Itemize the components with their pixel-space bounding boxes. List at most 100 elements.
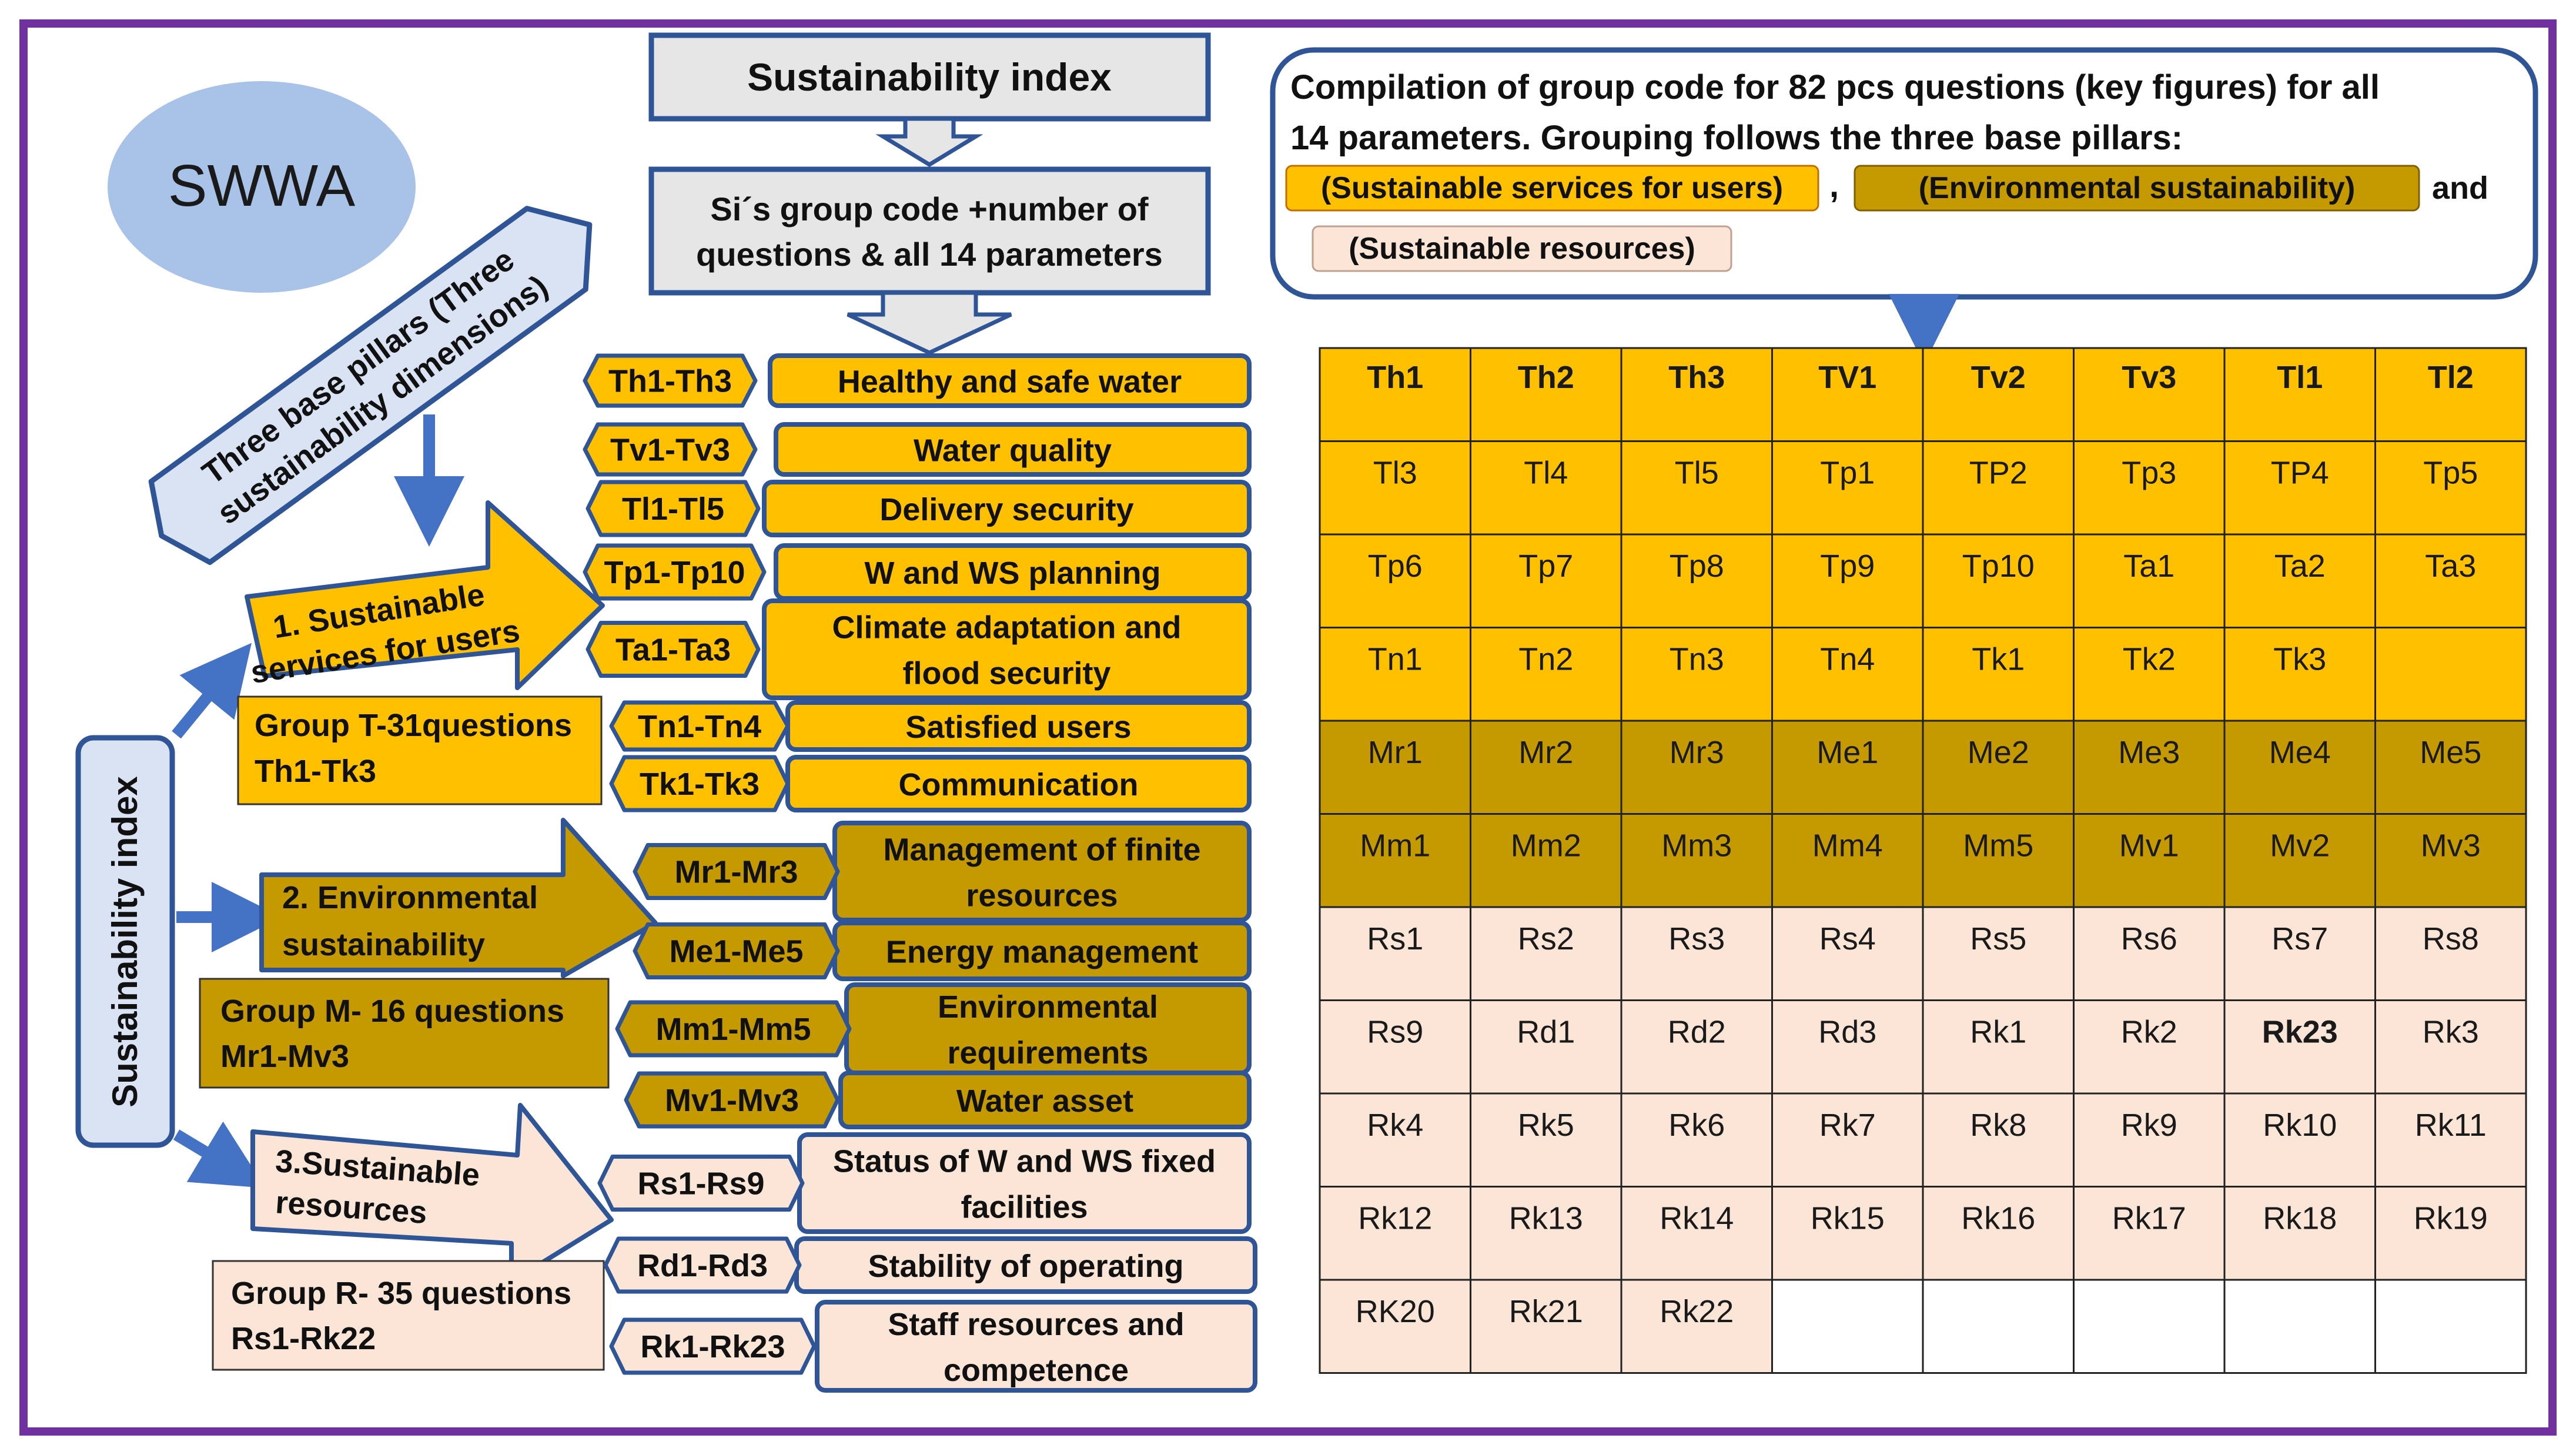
pillar-1-group-box: Group T-31questions Th1-Tk3	[237, 695, 603, 805]
parameter-code: Mm1-Mm5	[655, 1012, 811, 1047]
table-cell-text: TP4	[2271, 456, 2329, 491]
table-cell	[1771, 1279, 1924, 1374]
svg-text:Compilation of group code: Compilation of group code for 82 pcs que…	[1290, 68, 2380, 106]
table-cell	[1922, 813, 2075, 908]
table-cell	[2374, 906, 2527, 1001]
table-cell-text: Mv1	[2119, 828, 2179, 864]
table-cell	[1620, 627, 1773, 722]
table-cell-text: Ta3	[2425, 548, 2476, 584]
table-cell	[2073, 347, 2226, 442]
table-cell-text: Tp5	[2423, 456, 2478, 491]
svg-text:sustainability: sustainability	[282, 927, 485, 962]
parameter-code: Th1-Th3	[608, 364, 732, 399]
svg-text:and: and	[2432, 170, 2488, 206]
parameter-code-box	[583, 422, 758, 477]
table-cell-text: Tn3	[1670, 642, 1724, 677]
table-cell-text: Me5	[2420, 735, 2481, 770]
svg-text:Sustainability index: Sustainability index	[747, 55, 1112, 99]
table-cell-text: Mr3	[1670, 735, 1724, 770]
table-cell	[1319, 347, 1471, 442]
table-cell	[1620, 999, 1773, 1095]
parameter-code-box	[615, 1000, 852, 1058]
table-cell-text: Tl5	[1675, 456, 1719, 491]
table-cell-text: Rs9	[1367, 1015, 1423, 1050]
swwa-label: SWWA	[168, 153, 356, 219]
parameter-name: requirements	[947, 1035, 1148, 1071]
table-cell-text: Tl2	[2428, 360, 2474, 395]
table-cell	[1470, 347, 1622, 442]
table-cell-text: Rk1	[1970, 1015, 2026, 1050]
pillar-2-group-box: Group M- 16 questions Mr1-Mv3	[199, 978, 610, 1089]
table-cell	[1922, 1092, 2075, 1188]
parameter-code: Mr1-Mr3	[674, 855, 798, 890]
table-cell	[1922, 999, 2075, 1095]
svg-text:Group R- 35 questions: Group R- 35 questions	[231, 1276, 571, 1311]
table-cell-text: Mr2	[1518, 735, 1573, 770]
table-cell	[2223, 533, 2376, 628]
table-cell-text: Me2	[1968, 735, 2029, 770]
table-cell	[2073, 720, 2226, 815]
table-cell-text: Tk3	[2273, 642, 2326, 677]
chip-resources	[1312, 225, 1732, 272]
table-cell	[2223, 1092, 2376, 1188]
table-cell-text: Tp6	[1368, 548, 1423, 584]
table-cell-text: Rk17	[2112, 1201, 2186, 1236]
table-cell	[2223, 720, 2376, 815]
parameter-code: Tk1-Tk3	[640, 767, 760, 802]
table-cell-text: Rk13	[1509, 1201, 1583, 1236]
parameter-name-box	[762, 480, 1252, 537]
swwa-ellipse	[108, 81, 416, 293]
svg-text:(Sustainable resources): (Sustainable resources)	[1349, 232, 1695, 266]
parameter-row: W and WS planning Tp1-Tp10	[583, 543, 1252, 601]
table-cell-text: Rk12	[1358, 1201, 1432, 1236]
table-cell-text: Rs7	[2271, 921, 2328, 956]
table-cell-text: Th3	[1668, 360, 1725, 395]
parameter-code: Ta1-Ta3	[615, 633, 731, 668]
table-cell-text: Mm1	[1360, 828, 1430, 864]
parameter-name: Climate adaptation and	[832, 610, 1181, 645]
parameter-name: Energy management	[886, 935, 1198, 970]
table-cell-text: Tl3	[1373, 456, 1417, 491]
table-cell-text: Th1	[1367, 360, 1423, 395]
parameter-code: Tn1-Tn4	[638, 709, 761, 744]
table-cell	[2374, 999, 2527, 1095]
table-cell-text: Tn1	[1368, 642, 1423, 677]
table-cell	[1470, 999, 1622, 1095]
table-cell-text: Tv3	[2122, 360, 2176, 395]
down-arrow-2	[847, 290, 1012, 355]
parameter-name: flood security	[902, 656, 1110, 691]
svg-text:questions & all 14 parameters: questions & all 14 parameters	[696, 236, 1163, 273]
table-cell	[1470, 440, 1622, 536]
parameter-name: Staff resources and	[888, 1307, 1184, 1342]
table-cell-text: Th2	[1518, 360, 1574, 395]
parameter-name: Management of finite	[883, 832, 1200, 868]
svg-text:Si´s group code +number of: Si´s group code +number of	[710, 190, 1149, 228]
table-cell	[2223, 1186, 2376, 1281]
down-arrow-1	[875, 116, 983, 168]
parameter-name: competence	[944, 1353, 1129, 1388]
parameter-row: Staff resources and competence Rk1-Rk23	[609, 1300, 1257, 1393]
table-cell	[1620, 347, 1773, 442]
table-cell-text: Rk16	[1961, 1201, 2035, 1236]
table-cell-text: TV1	[1818, 360, 1876, 395]
parameter-name: Satisfied users	[905, 710, 1131, 745]
parameter-code-box	[603, 1236, 802, 1294]
svg-text:14 parameters. Grouping fol: 14 parameters. Grouping follows the thre…	[1290, 119, 2183, 157]
parameter-code-box	[633, 843, 840, 900]
table-cell	[1771, 347, 1924, 442]
table-cell-text: Mm2	[1511, 828, 1581, 864]
table-cell	[2073, 627, 2226, 722]
table-cell-text: Rs6	[2121, 921, 2177, 956]
table-cell	[1922, 1186, 2075, 1281]
table-cell-text: Tl4	[1524, 456, 1568, 491]
table-cell	[2374, 1186, 2527, 1281]
table-cell	[1470, 1092, 1622, 1188]
table-cell	[2223, 1279, 2376, 1374]
table-cell-text: Tk1	[1972, 642, 2025, 677]
table-cell-text: TP2	[1969, 456, 2028, 491]
parameter-row: Delivery security Tl1-Tl5	[586, 480, 1252, 537]
chip-users	[1285, 165, 1819, 212]
parameter-code: Rd1-Rd3	[637, 1248, 768, 1283]
table-cell	[1620, 1279, 1773, 1374]
table-cell-text: Me1	[1816, 735, 1878, 770]
